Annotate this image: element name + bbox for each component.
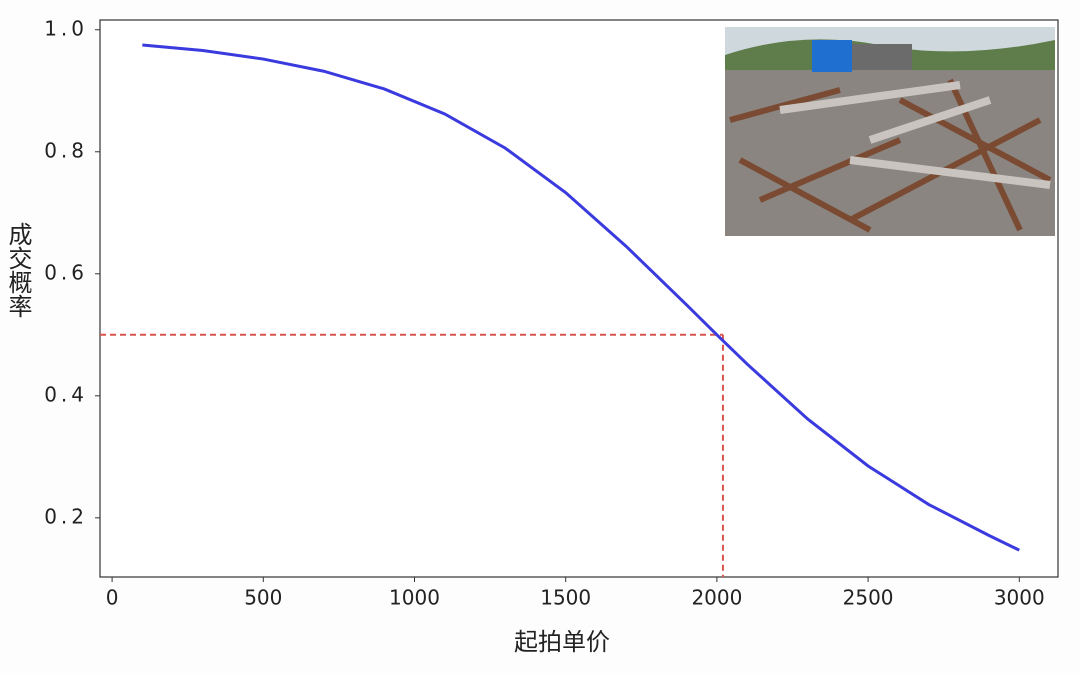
line <box>142 43 1020 552</box>
x-tick-label: 1000 <box>389 586 440 610</box>
x-tick-label: 500 <box>244 586 282 610</box>
x-tick-label: 3000 <box>994 586 1045 610</box>
photo-shed <box>852 44 912 70</box>
x-tick-label: 2500 <box>843 586 894 610</box>
photo-debris <box>729 78 1052 233</box>
y-tick-label: 0.6 <box>44 260 88 284</box>
x-tick-label: 1500 <box>540 586 591 610</box>
y-axis-title: 成交概率 <box>4 222 32 318</box>
x-tick-label: 0 <box>106 586 119 610</box>
y-tick-label: 0.4 <box>44 382 88 406</box>
x-axis-title: 起拍单价 <box>514 628 610 656</box>
y-tick-label: 1.0 <box>44 16 88 40</box>
y-tick-label: 0.8 <box>44 138 88 162</box>
inset-photo <box>725 27 1055 236</box>
y-tick-label: 0.2 <box>44 504 88 528</box>
photo-beams <box>779 81 1051 189</box>
photo-building <box>812 40 852 72</box>
x-tick-label: 2000 <box>691 586 742 610</box>
